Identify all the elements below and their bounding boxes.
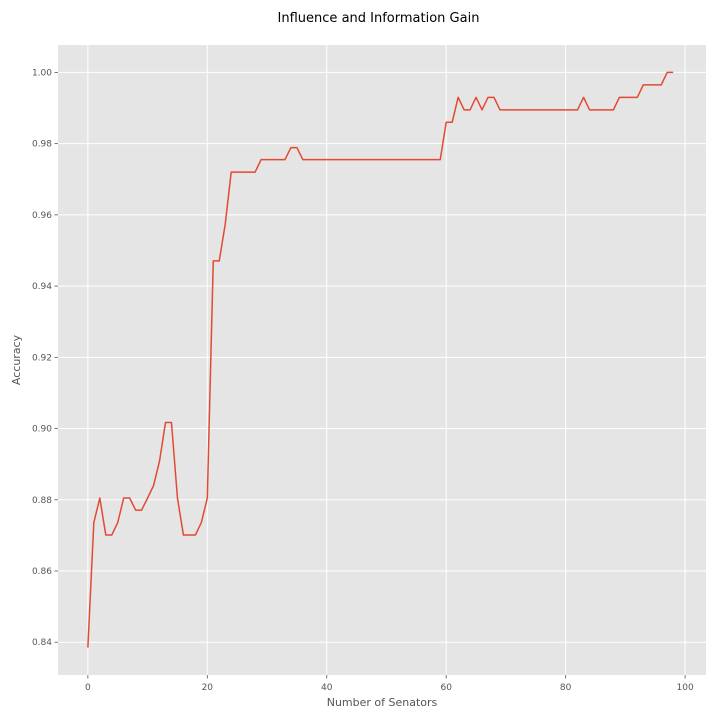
x-axis-ticks: 0 20 40 60 80 100 xyxy=(85,675,694,693)
x-tick-label: 0 xyxy=(85,683,91,693)
y-tick-label: 1.00 xyxy=(32,68,52,78)
y-axis-ticks: 0.84 0.86 0.88 0.90 0.92 0.94 0.96 0.98 1.00 xyxy=(32,68,58,648)
y-tick-label: 0.84 xyxy=(32,638,52,648)
chart-title: Influence and Information Gain xyxy=(278,11,480,26)
plot-area xyxy=(58,45,706,675)
y-tick-label: 0.88 xyxy=(32,496,52,506)
x-tick-label: 100 xyxy=(677,683,694,693)
y-tick-label: 0.94 xyxy=(32,282,52,292)
y-tick-label: 0.96 xyxy=(32,211,52,221)
grid-lines xyxy=(58,45,706,675)
y-tick-label: 0.90 xyxy=(32,425,52,435)
y-tick-label: 0.86 xyxy=(32,567,52,577)
series-layer xyxy=(87,71,674,648)
y-tick-label: 0.92 xyxy=(32,353,52,363)
x-tick-label: 20 xyxy=(202,683,214,693)
x-tick-label: 80 xyxy=(560,683,572,693)
x-tick-label: 40 xyxy=(321,683,333,693)
x-tick-label: 60 xyxy=(440,683,452,693)
x-axis-label: Number of Senators xyxy=(327,696,438,709)
y-tick-label: 0.98 xyxy=(32,140,52,150)
series-line-0 xyxy=(87,71,674,648)
y-axis-label: Accuracy xyxy=(10,334,23,385)
